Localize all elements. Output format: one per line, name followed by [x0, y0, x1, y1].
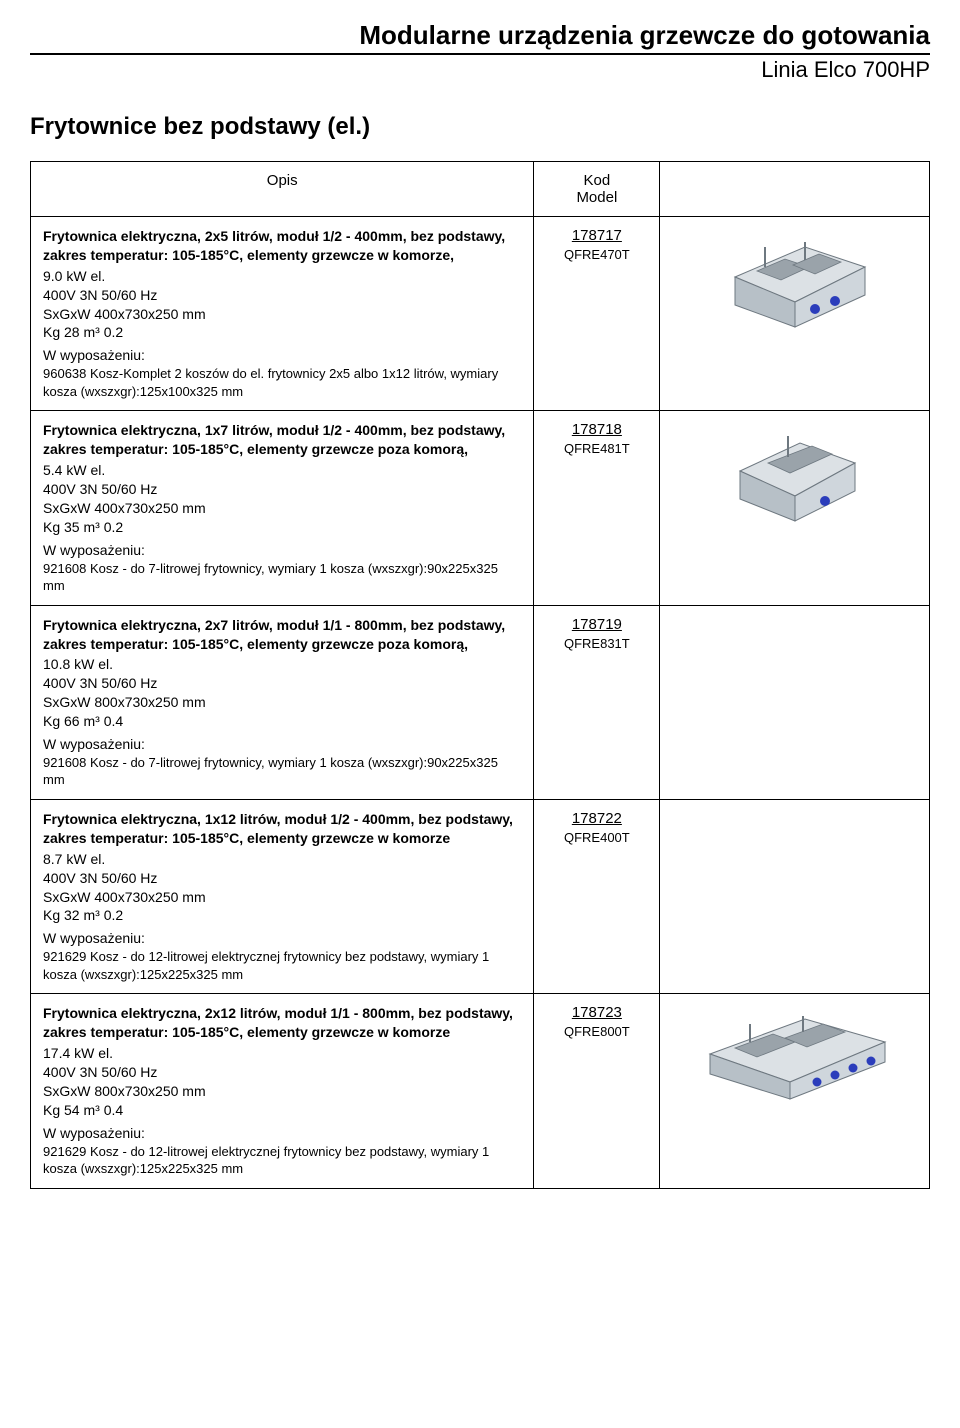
- product-title: Frytownica elektryczna, 2x12 litrów, mod…: [43, 1004, 521, 1042]
- table-row: Frytownica elektryczna, 2x12 litrów, mod…: [31, 994, 930, 1188]
- equipment-item: 921608 Kosz - do 7-litrowej frytownicy, …: [43, 754, 521, 789]
- fryer-image-icon: [720, 421, 870, 531]
- product-model: QFRE831T: [564, 636, 630, 651]
- image-cell: [660, 799, 930, 993]
- fryer-image-icon: [715, 227, 875, 337]
- products-table: Opis Kod Model Frytownica elektryczna, 2…: [30, 161, 930, 1189]
- col-image: [660, 162, 930, 217]
- product-voltage: 400V 3N 50/60 Hz: [43, 286, 521, 305]
- product-weight: Kg 32 m³ 0.2: [43, 906, 521, 925]
- image-cell: [660, 217, 930, 411]
- image-cell: [660, 605, 930, 799]
- code-cell: 178723 QFRE800T: [534, 994, 660, 1188]
- product-title: Frytownica elektryczna, 2x5 litrów, modu…: [43, 227, 521, 265]
- col-opis: Opis: [31, 162, 534, 217]
- product-model: QFRE481T: [564, 441, 630, 456]
- product-weight: Kg 54 m³ 0.4: [43, 1101, 521, 1120]
- product-model: QFRE400T: [564, 830, 630, 845]
- product-dims: SxGxW 400x730x250 mm: [43, 305, 521, 324]
- product-voltage: 400V 3N 50/60 Hz: [43, 1063, 521, 1082]
- product-power: 9.0 kW el.: [43, 267, 521, 286]
- equipment-label: W wyposażeniu:: [43, 1124, 521, 1143]
- product-title: Frytownica elektryczna, 1x12 litrów, mod…: [43, 810, 521, 848]
- equipment-item: 921608 Kosz - do 7-litrowej frytownicy, …: [43, 560, 521, 595]
- equipment-item: 921629 Kosz - do 12-litrowej elektryczne…: [43, 948, 521, 983]
- equipment-label: W wyposażeniu:: [43, 735, 521, 754]
- image-cell: [660, 994, 930, 1188]
- product-code: 178719: [546, 616, 647, 633]
- code-cell: 178718 QFRE481T: [534, 411, 660, 605]
- product-code: 178717: [546, 227, 647, 244]
- equipment-label: W wyposażeniu:: [43, 346, 521, 365]
- product-title: Frytownica elektryczna, 1x7 litrów, modu…: [43, 421, 521, 459]
- image-cell: [660, 411, 930, 605]
- product-power: 5.4 kW el.: [43, 461, 521, 480]
- col-kod: Kod Model: [534, 162, 660, 217]
- product-weight: Kg 66 m³ 0.4: [43, 712, 521, 731]
- table-row: Frytownica elektryczna, 2x7 litrów, modu…: [31, 605, 930, 799]
- description-cell: Frytownica elektryczna, 2x5 litrów, modu…: [31, 217, 534, 411]
- equipment-item: 921629 Kosz - do 12-litrowej elektryczne…: [43, 1143, 521, 1178]
- product-dims: SxGxW 400x730x250 mm: [43, 499, 521, 518]
- table-row: Frytownica elektryczna, 2x5 litrów, modu…: [31, 217, 930, 411]
- product-code: 178718: [546, 421, 647, 438]
- product-weight: Kg 35 m³ 0.2: [43, 518, 521, 537]
- product-power: 10.8 kW el.: [43, 655, 521, 674]
- equipment-label: W wyposażeniu:: [43, 929, 521, 948]
- product-weight: Kg 28 m³ 0.2: [43, 323, 521, 342]
- product-dims: SxGxW 800x730x250 mm: [43, 1082, 521, 1101]
- main-title: Modularne urządzenia grzewcze do gotowan…: [30, 20, 930, 55]
- code-cell: 178717 QFRE470T: [534, 217, 660, 411]
- table-row: Frytownica elektryczna, 1x7 litrów, modu…: [31, 411, 930, 605]
- description-cell: Frytownica elektryczna, 1x12 litrów, mod…: [31, 799, 534, 993]
- product-voltage: 400V 3N 50/60 Hz: [43, 480, 521, 499]
- product-model: QFRE470T: [564, 247, 630, 262]
- product-dims: SxGxW 400x730x250 mm: [43, 888, 521, 907]
- product-model: QFRE800T: [564, 1024, 630, 1039]
- description-cell: Frytownica elektryczna, 1x7 litrów, modu…: [31, 411, 534, 605]
- table-row: Frytownica elektryczna, 1x12 litrów, mod…: [31, 799, 930, 993]
- page-header: Modularne urządzenia grzewcze do gotowan…: [30, 20, 930, 83]
- code-cell: 178722 QFRE400T: [534, 799, 660, 993]
- section-title: Frytownice bez podstawy (el.): [30, 113, 930, 141]
- subtitle: Linia Elco 700HP: [30, 57, 930, 83]
- product-dims: SxGxW 800x730x250 mm: [43, 693, 521, 712]
- equipment-item: 960638 Kosz-Komplet 2 koszów do el. fryt…: [43, 365, 521, 400]
- product-code: 178723: [546, 1004, 647, 1021]
- code-cell: 178719 QFRE831T: [534, 605, 660, 799]
- fryer-image-icon: [695, 1004, 895, 1104]
- equipment-label: W wyposażeniu:: [43, 541, 521, 560]
- table-header-row: Opis Kod Model: [31, 162, 930, 217]
- product-power: 8.7 kW el.: [43, 850, 521, 869]
- product-voltage: 400V 3N 50/60 Hz: [43, 674, 521, 693]
- product-power: 17.4 kW el.: [43, 1044, 521, 1063]
- product-voltage: 400V 3N 50/60 Hz: [43, 869, 521, 888]
- product-title: Frytownica elektryczna, 2x7 litrów, modu…: [43, 616, 521, 654]
- description-cell: Frytownica elektryczna, 2x12 litrów, mod…: [31, 994, 534, 1188]
- product-code: 178722: [546, 810, 647, 827]
- description-cell: Frytownica elektryczna, 2x7 litrów, modu…: [31, 605, 534, 799]
